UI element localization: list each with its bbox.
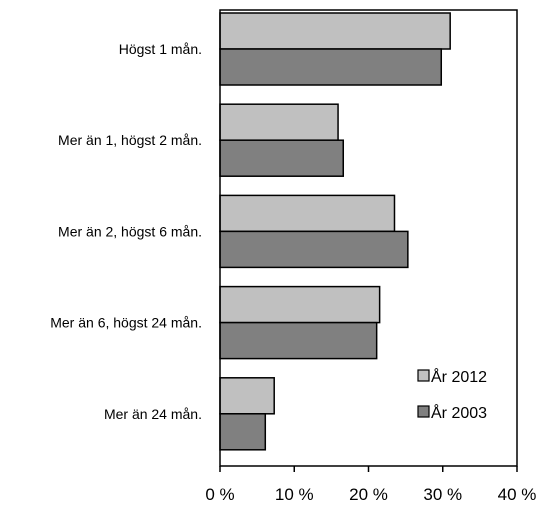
legend-swatch-series1 — [417, 369, 430, 382]
bar-series2-3 — [219, 230, 409, 269]
bar-series1-5 — [219, 377, 275, 415]
bar-series1-1 — [219, 12, 451, 50]
x-axis: 0 % 10 % 20 % 30 % 40 % — [205, 466, 536, 504]
x-tick-label: 0 % — [205, 485, 234, 504]
category-label: Högst 1 mån. — [119, 41, 202, 57]
bar-series2-2 — [219, 139, 345, 177]
legend-label-series2: År 2003 — [431, 403, 487, 422]
bar-series1-4 — [219, 285, 381, 324]
bar-series2-1 — [219, 48, 443, 86]
category-label: Mer än 2, högst 6 mån. — [58, 223, 202, 239]
x-tick-label: 30 % — [423, 485, 462, 504]
bar-series1-3 — [219, 194, 396, 233]
legend-swatch-series2 — [417, 405, 430, 418]
x-tick-label: 40 % — [498, 485, 537, 504]
bars-group — [219, 12, 451, 451]
bar-series1-2 — [219, 103, 339, 141]
x-tick-label: 10 % — [275, 485, 314, 504]
category-label: Mer än 24 mån. — [104, 406, 202, 422]
category-label: Mer än 1, högst 2 mån. — [58, 132, 202, 148]
legend-label-series1: År 2012 — [431, 367, 487, 386]
bar-series2-5 — [219, 413, 267, 451]
category-labels: Högst 1 mån. Mer än 1, högst 2 mån. Mer än… — [50, 41, 202, 422]
legend: År 2012 År 2003 — [417, 367, 487, 422]
x-tick-label: 20 % — [349, 485, 388, 504]
category-label: Mer än 6, högst 24 mån. — [50, 315, 202, 331]
bar-series2-4 — [219, 321, 378, 360]
